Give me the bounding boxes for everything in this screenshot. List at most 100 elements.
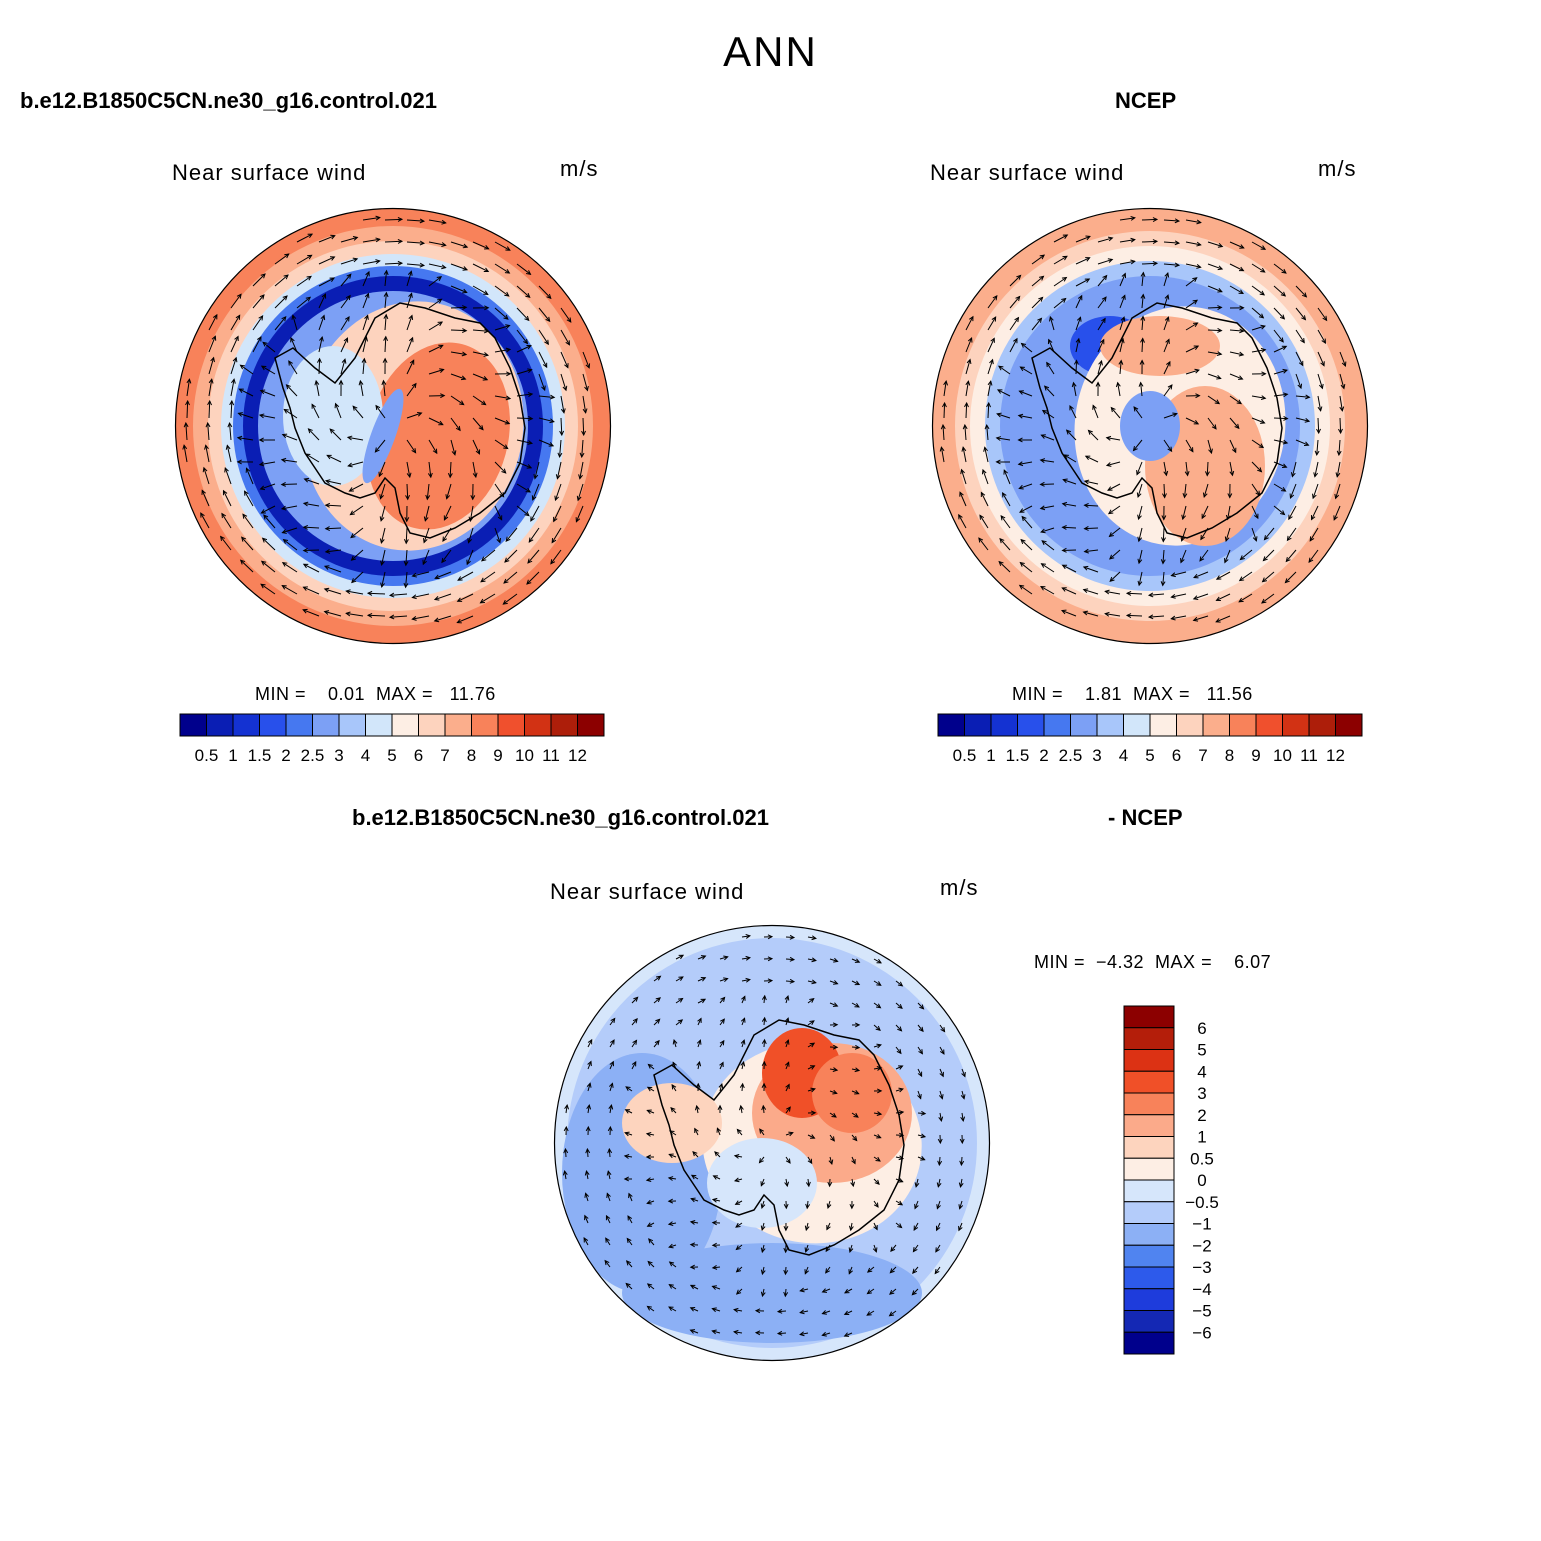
panel3-wind-arrowhead bbox=[711, 1242, 718, 1248]
panel2-wind-arrowhead bbox=[1120, 316, 1126, 322]
panel1-wind-vector bbox=[560, 351, 569, 368]
panel1-wind-arrowhead bbox=[423, 516, 429, 522]
panel3-wind-arrowhead bbox=[689, 1242, 696, 1248]
panel1-wind-vector bbox=[424, 505, 430, 521]
panel3-wind-arrowhead bbox=[876, 1043, 882, 1049]
panel2-wind-vector bbox=[1163, 439, 1173, 452]
panel3-wind-vector bbox=[668, 1177, 677, 1180]
panel2-wind-vector bbox=[997, 389, 1011, 397]
panel3-wind-vector bbox=[917, 1156, 925, 1161]
panel1-wind-arrowhead bbox=[527, 440, 534, 445]
panel1-colorbar-swatch bbox=[365, 713, 393, 737]
panel1-wind-arrowhead bbox=[380, 560, 385, 567]
panel3-wind-arrowhead bbox=[785, 1158, 791, 1164]
panel1-wind-vector bbox=[305, 453, 320, 463]
panel1-wind-vector bbox=[516, 263, 531, 275]
panel3-wind-vector bbox=[807, 936, 816, 939]
panel3-wind-arrowhead bbox=[872, 1247, 878, 1253]
panel3-wind-arrowhead bbox=[830, 1136, 835, 1142]
panel3-wind-arrowhead bbox=[761, 1016, 767, 1023]
panel1-wind-vector bbox=[282, 527, 298, 534]
panel2-wind-vector bbox=[1180, 549, 1187, 563]
panel2-wind-arrowhead bbox=[1238, 576, 1245, 582]
panel2-wind-arrowhead bbox=[1317, 406, 1323, 412]
panel1-wind-vector bbox=[472, 329, 489, 332]
panel1-wind-arrowhead bbox=[352, 236, 359, 241]
panel2-wind-arrowhead bbox=[1016, 274, 1022, 280]
panel1-wind-vector bbox=[494, 263, 510, 274]
panel1-wind-arrowhead bbox=[523, 338, 529, 345]
panel3-wind-arrowhead bbox=[873, 1225, 878, 1231]
panel1-wind-vector bbox=[362, 358, 365, 375]
panel1-wind-vector bbox=[503, 593, 518, 605]
panel1-wind-vector bbox=[450, 373, 466, 380]
panel3-wind-vector bbox=[889, 1310, 897, 1317]
panel3-colorbar-tick-label: 0.5 bbox=[1190, 1149, 1214, 1168]
panel3-wind-vector bbox=[873, 980, 882, 986]
panel3-wind-vector bbox=[719, 997, 725, 1004]
panel3-wind-vector bbox=[625, 1086, 633, 1092]
panel2-colorbar-swatch bbox=[1308, 713, 1336, 737]
panel1-wind-vector bbox=[516, 307, 530, 321]
panel1-wind-arrowhead bbox=[501, 468, 507, 474]
panel3-wind-arrowhead bbox=[767, 978, 774, 984]
panel1-wind-arrowhead bbox=[236, 435, 243, 441]
panel3-wind-arrowhead bbox=[854, 1044, 861, 1050]
panel3-wind-arrowhead bbox=[646, 1086, 653, 1092]
panel1-wind-vector bbox=[203, 467, 210, 485]
panel1-wind-vector bbox=[516, 439, 533, 444]
panel1-wind-vector bbox=[261, 365, 276, 375]
panel2-wind-vector bbox=[1020, 539, 1033, 551]
panel2-wind-arrowhead bbox=[962, 423, 968, 430]
panel1-wind-arrowhead bbox=[291, 314, 297, 320]
panel3-wind-vector bbox=[631, 996, 639, 1004]
panel1-wind-vector bbox=[550, 549, 562, 564]
panel3-wind-vector bbox=[889, 1288, 897, 1295]
panel1-wind-arrowhead bbox=[282, 538, 289, 544]
panel2-wind-vector bbox=[1216, 571, 1231, 580]
panel3-wind-vector bbox=[895, 1065, 903, 1070]
panel1-wind-arrowhead bbox=[484, 245, 490, 250]
panel1-wind-vector bbox=[441, 549, 452, 563]
panel1-wind-arrowhead bbox=[347, 462, 353, 468]
panel3-wind-vector bbox=[785, 995, 789, 1004]
panel2-wind-vector bbox=[987, 316, 997, 331]
panel2-wind-arrowhead bbox=[1260, 267, 1266, 273]
panel1-wind-vector bbox=[466, 549, 474, 565]
panel1-wind-arrowhead bbox=[323, 587, 330, 593]
panel1-wind-vector bbox=[325, 504, 342, 507]
panel3-wind-vector bbox=[584, 1215, 589, 1224]
panel3-wind-arrowhead bbox=[832, 1044, 839, 1050]
panel3-wind-vector bbox=[895, 1088, 904, 1092]
panel2-wind-vector bbox=[1138, 549, 1143, 564]
panel2-wind-vector bbox=[1119, 360, 1122, 375]
panel1-wind-vector bbox=[494, 417, 510, 425]
panel1-wind-arrowhead bbox=[527, 368, 533, 374]
panel3-map-boundary bbox=[553, 924, 991, 1362]
panel2-wind-vector bbox=[1338, 439, 1341, 455]
panel1-wind-arrowhead bbox=[504, 291, 510, 297]
panel2-wind-arrowhead bbox=[1238, 289, 1244, 294]
panel3-colorbar-swatch bbox=[1123, 1201, 1175, 1224]
panel2-wind-vector bbox=[1295, 373, 1302, 389]
panel3-wind-arrowhead bbox=[562, 1170, 568, 1176]
panel2-wind-vector bbox=[1133, 439, 1143, 451]
panel1-wind-vector bbox=[318, 293, 326, 309]
panel2-wind-vector bbox=[1062, 564, 1077, 573]
panel3-colorbar-swatch bbox=[1123, 1070, 1175, 1094]
panel1-wind-arrowhead bbox=[504, 419, 511, 425]
panel2-wind-arrowhead bbox=[1282, 368, 1289, 374]
panel2-wind-arrowhead bbox=[1073, 359, 1079, 365]
panel3-wind-vector bbox=[825, 1266, 831, 1274]
panel3-wind-vector bbox=[939, 1112, 942, 1121]
panel1-wind-vector bbox=[406, 241, 424, 244]
panel1-wind-vector bbox=[390, 615, 408, 618]
panel3-wind-arrowhead bbox=[759, 1128, 764, 1134]
panel1-wind-arrowhead bbox=[350, 533, 356, 539]
panel2-wind-vector bbox=[987, 381, 992, 397]
panel3-contour-fill bbox=[812, 1053, 892, 1133]
panel1-wind-arrowhead bbox=[403, 538, 409, 545]
panel1-wind-arrowhead bbox=[323, 565, 330, 570]
panel2-wind-vector bbox=[1002, 492, 1011, 507]
panel3-wind-arrowhead bbox=[745, 977, 751, 983]
